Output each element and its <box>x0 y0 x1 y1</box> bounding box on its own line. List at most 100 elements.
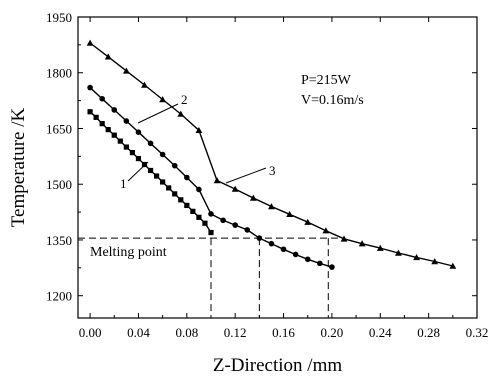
x-tick-label: 0.20 <box>321 325 344 340</box>
data-point <box>104 53 112 60</box>
data-point <box>322 227 330 234</box>
data-point <box>286 210 293 218</box>
power-annotation: P=215W <box>301 73 352 88</box>
data-point <box>208 229 214 236</box>
data-point <box>160 179 166 185</box>
plot-area-border <box>77 16 478 319</box>
series-label: 1 <box>120 176 127 191</box>
series-2 <box>87 84 335 270</box>
y-tick-label: 1350 <box>46 233 72 248</box>
y-tick-label: 1500 <box>46 177 72 192</box>
data-point <box>195 126 203 134</box>
data-point <box>232 222 238 228</box>
x-tick-label: 0.24 <box>369 325 392 340</box>
x-tick-label: 0.32 <box>466 325 489 340</box>
data-point <box>172 191 178 197</box>
data-point <box>117 138 123 144</box>
data-point <box>147 140 154 147</box>
data-point <box>256 235 263 241</box>
data-point <box>135 155 142 162</box>
data-point <box>153 173 160 179</box>
x-axis: 0.00 0.04 0.08 0.12 0.16 0.20 0.24 0.28 0.32 <box>79 17 489 340</box>
data-point <box>244 227 251 233</box>
y-axis-title: Temperature /K <box>8 107 29 227</box>
data-point <box>87 84 93 91</box>
data-point <box>159 151 166 158</box>
curve-leader-line <box>137 103 179 124</box>
x-tick-label: 0.12 <box>224 325 247 340</box>
data-point <box>111 107 118 113</box>
data-point <box>184 174 190 181</box>
data-point <box>123 118 130 124</box>
data-point <box>317 260 323 267</box>
data-point <box>304 256 311 263</box>
data-point <box>135 129 142 135</box>
y-tick-label: 1800 <box>46 66 72 81</box>
curve-leader-line <box>225 167 267 184</box>
data-point <box>178 197 184 203</box>
data-point <box>190 208 196 214</box>
x-tick-label: 0.04 <box>127 325 150 340</box>
data-point <box>196 186 202 193</box>
plot-frame <box>77 16 478 319</box>
data-point <box>171 162 178 169</box>
data-point <box>329 264 335 270</box>
data-point <box>413 254 420 261</box>
velocity-annotation: V=0.16m/s <box>301 93 364 108</box>
data-point <box>340 235 348 242</box>
data-point <box>268 240 275 247</box>
series-label: 2 <box>181 92 188 107</box>
data-point <box>99 121 105 127</box>
data-point <box>376 244 384 251</box>
data-point <box>395 249 402 256</box>
data-point <box>177 110 185 117</box>
series-1 <box>87 109 214 236</box>
data-point <box>86 39 94 46</box>
data-point <box>249 194 257 201</box>
series-line <box>89 42 453 267</box>
data-point <box>123 144 129 150</box>
y-tick-label: 1200 <box>46 289 72 304</box>
data-point <box>449 262 457 269</box>
data-point <box>220 217 226 224</box>
data-point <box>99 95 105 102</box>
series-layer <box>86 39 457 270</box>
y-tick-label: 1650 <box>46 121 72 136</box>
data-point <box>231 185 239 192</box>
data-point <box>358 240 366 247</box>
data-point <box>280 246 287 253</box>
melting-point-label: Melting point <box>90 245 167 260</box>
y-tick-label: 1950 <box>46 10 72 25</box>
data-point <box>304 218 312 225</box>
data-point <box>184 202 190 209</box>
x-tick-label: 0.08 <box>175 325 198 340</box>
data-point <box>431 258 439 265</box>
x-axis-title: Z-Direction /mm <box>213 355 342 376</box>
curve-leader-line <box>127 161 149 182</box>
data-point <box>122 67 130 74</box>
data-point <box>208 211 214 217</box>
data-point <box>87 109 93 115</box>
data-point <box>159 96 167 103</box>
data-point <box>105 126 111 133</box>
x-tick-label: 0.16 <box>272 325 295 340</box>
y-axis: 1200 1350 1500 1650 1800 1950 <box>46 10 477 304</box>
data-point <box>141 161 148 168</box>
series-label: 3 <box>269 163 276 178</box>
data-point <box>213 177 221 184</box>
data-point <box>141 81 148 88</box>
x-tick-label: 0.28 <box>417 325 440 340</box>
data-point <box>147 167 154 174</box>
curve-label-leaders: 1 2 3 <box>120 92 276 191</box>
melting-point-guides <box>78 237 338 318</box>
x-tick-label: 0.00 <box>79 325 102 340</box>
data-point <box>111 132 117 138</box>
data-point <box>202 220 208 226</box>
data-point <box>196 214 202 220</box>
data-point <box>93 114 99 120</box>
data-point <box>292 251 299 258</box>
data-point <box>166 185 172 191</box>
data-point <box>268 203 275 210</box>
data-point <box>129 150 136 156</box>
